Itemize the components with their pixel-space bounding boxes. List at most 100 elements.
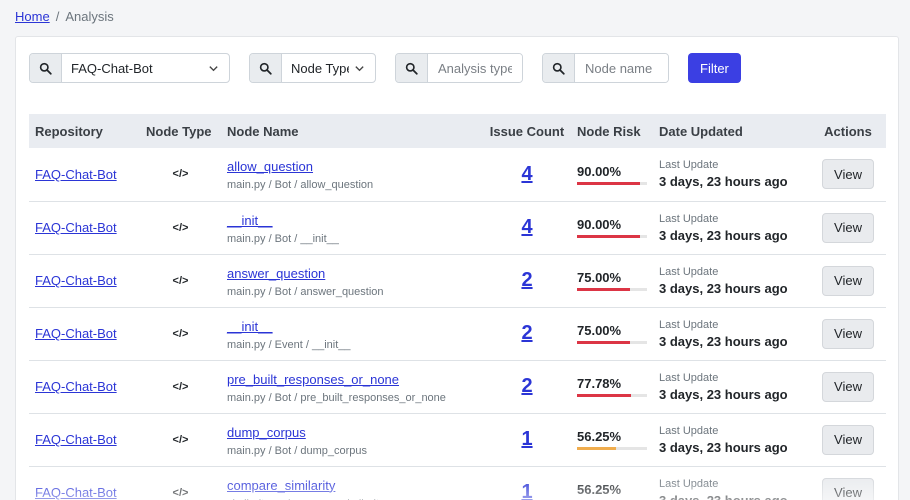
node-path: main.py / Bot / __init__ <box>227 232 339 245</box>
node-risk-bar-fill <box>577 341 630 344</box>
column-header-node-type[interactable]: Node Type <box>146 123 212 139</box>
node-name-link[interactable]: __init__ <box>227 318 273 334</box>
node-risk-bar-fill <box>577 181 640 185</box>
last-update-label: Last Update <box>659 424 719 437</box>
table-row: FAQ-Chat-Bot </> answer_question main.py / … <box>29 254 886 307</box>
code-icon: </> <box>172 380 189 393</box>
breadcrumb: Home / Analysis <box>15 9 114 24</box>
node-name-link[interactable]: dump_corpus <box>227 424 306 440</box>
node-name-link[interactable]: allow_question <box>227 159 314 175</box>
view-button[interactable]: View <box>822 371 874 402</box>
breadcrumb-current: Analysis <box>65 9 114 24</box>
date-updated-value: 3 days, 23 hours ago <box>659 492 788 500</box>
filter-button[interactable]: Filter <box>688 53 741 83</box>
node-risk-bar-fill <box>577 235 640 238</box>
issue-count-link[interactable]: 1 <box>521 428 533 450</box>
node-risk-value: 56.25% <box>577 482 622 497</box>
analysis-type-input[interactable] <box>428 54 522 82</box>
last-update-label: Last Update <box>659 477 719 490</box>
breadcrumb-home-link[interactable]: Home <box>15 9 50 24</box>
repository-link[interactable]: FAQ-Chat-Bot <box>35 273 117 288</box>
issue-count-link[interactable]: 4 <box>521 162 533 185</box>
repository-link[interactable]: FAQ-Chat-Bot <box>35 166 117 182</box>
node-type-select-value: Node Type <box>291 60 349 76</box>
last-update-label: Last Update <box>659 318 719 331</box>
node-path: main.py / Event / __init__ <box>227 338 351 351</box>
node-type-filter: Node Type <box>249 53 376 83</box>
search-icon[interactable] <box>250 54 282 82</box>
column-header-node-name[interactable]: Node Name <box>227 123 299 139</box>
table-row: FAQ-Chat-Bot </> allow_question main.py / B… <box>29 148 886 201</box>
node-name-link[interactable]: compare_similarity <box>227 477 336 493</box>
last-update-label: Last Update <box>659 265 719 278</box>
last-update-label: Last Update <box>659 159 719 172</box>
node-risk-value: 75.00% <box>577 270 622 285</box>
table-row: FAQ-Chat-Bot</>compare_similaritysimilar… <box>29 466 886 500</box>
issue-count-link[interactable]: 2 <box>521 375 533 397</box>
view-button[interactable]: View <box>822 159 874 190</box>
node-risk-value: 77.78% <box>577 376 622 391</box>
code-icon: </> <box>172 274 189 287</box>
view-button[interactable]: View <box>822 477 874 500</box>
repository-select[interactable]: FAQ-Chat-Bot <box>62 54 229 82</box>
issue-count-link[interactable]: 4 <box>521 216 533 238</box>
table-header-row: Repository Node Type Node Name Issue Cou… <box>29 114 886 148</box>
table-row: FAQ-Chat-Bot </> pre_built_responses_or_no… <box>29 360 886 413</box>
last-update-label: Last Update <box>659 371 719 384</box>
date-updated-value: 3 days, 23 hours ago <box>659 280 788 296</box>
node-risk-bar-fill <box>577 288 630 291</box>
analysis-type-filter <box>395 53 523 83</box>
code-icon: </> <box>172 433 189 446</box>
node-name-input[interactable] <box>575 54 668 82</box>
view-button[interactable]: View <box>822 212 874 243</box>
column-header-issue-count[interactable]: Issue Count <box>489 123 565 139</box>
issue-count-link[interactable]: 1 <box>521 481 533 500</box>
table-row: FAQ-Chat-Bot </> __init__ main.py / Bot / _… <box>29 201 886 254</box>
node-name-link[interactable]: answer_question <box>227 265 326 281</box>
breadcrumb-separator: / <box>55 9 60 24</box>
view-button[interactable]: View <box>822 265 874 296</box>
repository-link[interactable]: FAQ-Chat-Bot <box>35 432 117 447</box>
node-risk-bar <box>577 235 647 238</box>
date-updated-value: 3 days, 23 hours ago <box>659 386 788 402</box>
column-header-date-updated[interactable]: Date Updated <box>659 123 743 139</box>
node-name-link[interactable]: pre_built_responses_or_none <box>227 371 400 387</box>
issue-count-link[interactable]: 2 <box>521 322 533 344</box>
node-path: main.py / Bot / dump_corpus <box>227 444 368 457</box>
node-risk-value: 56.25% <box>577 429 622 444</box>
node-name-link[interactable]: __init__ <box>227 212 273 228</box>
repository-link[interactable]: FAQ-Chat-Bot <box>35 379 117 394</box>
column-header-repository[interactable]: Repository <box>35 123 103 139</box>
node-risk-bar <box>577 181 647 185</box>
column-header-node-risk[interactable]: Node Risk <box>577 123 641 139</box>
node-risk-bar <box>577 394 647 397</box>
view-button[interactable]: View <box>822 318 874 349</box>
node-risk-value: 75.00% <box>577 323 622 338</box>
repository-link[interactable]: FAQ-Chat-Bot <box>35 485 117 500</box>
node-name-filter <box>542 53 669 83</box>
search-icon[interactable] <box>543 54 575 82</box>
node-path: main.py / Bot / allow_question <box>227 179 374 192</box>
table-row: FAQ-Chat-Bot </> __init__ main.py / Event /… <box>29 307 886 360</box>
search-icon[interactable] <box>30 54 62 82</box>
repository-link[interactable]: FAQ-Chat-Bot <box>35 220 117 235</box>
node-risk-value: 90.00% <box>577 217 622 232</box>
code-icon: </> <box>172 168 189 181</box>
code-icon: </> <box>172 221 189 234</box>
view-button[interactable]: View <box>822 424 874 455</box>
node-risk-bar <box>577 341 647 344</box>
node-path: main.py / Bot / pre_built_responses_or_n… <box>227 391 446 404</box>
repository-link[interactable]: FAQ-Chat-Bot <box>35 326 117 341</box>
chevron-down-icon <box>209 65 218 71</box>
node-path: main.py / Bot / answer_question <box>227 285 384 298</box>
issue-count-link[interactable]: 2 <box>521 269 533 291</box>
node-risk-bar <box>577 288 647 291</box>
node-risk-bar <box>577 447 647 450</box>
node-risk-bar-fill <box>577 394 632 397</box>
node-risk-bar-fill <box>577 447 617 450</box>
date-updated-value: 3 days, 23 hours ago <box>659 439 788 455</box>
code-icon: </> <box>172 327 189 340</box>
node-type-select[interactable]: Node Type <box>282 54 375 82</box>
chevron-down-icon <box>355 65 364 71</box>
search-icon[interactable] <box>396 54 428 82</box>
